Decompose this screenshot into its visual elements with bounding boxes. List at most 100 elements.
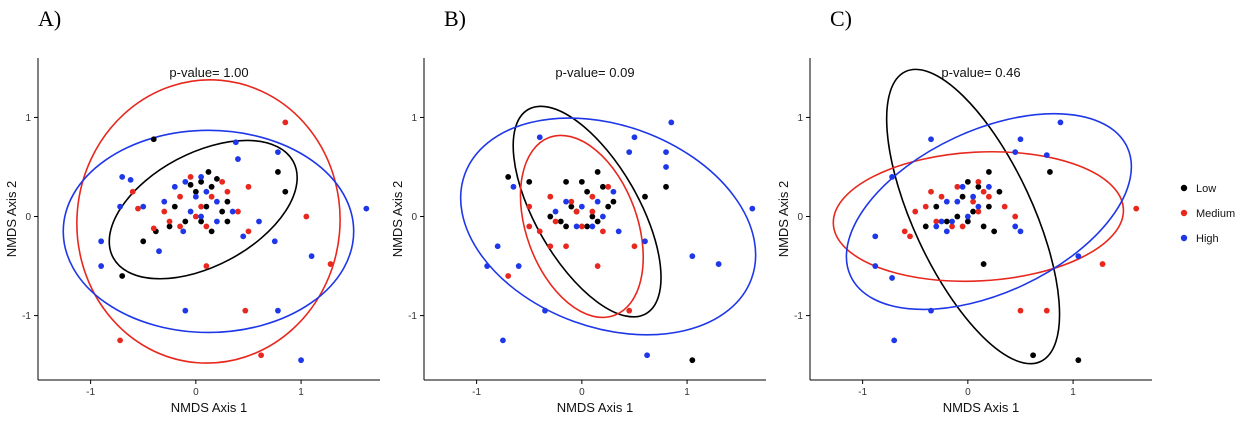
point-medium: [166, 218, 173, 225]
point-high: [1012, 149, 1019, 156]
legend-label-medium: Medium: [1196, 208, 1235, 220]
point-medium: [970, 198, 977, 205]
x-axis-label: NMDS Axis 1: [557, 400, 634, 415]
point-high: [229, 208, 236, 215]
panel-1: A) p-value= 1.00 -1 0 1 -1 0 1 NMDS Axis 1 NMDS A…: [4, 6, 380, 415]
point-high: [933, 223, 940, 230]
point-low: [985, 203, 992, 210]
y-tick-label: 0: [411, 212, 417, 223]
point-low: [1047, 169, 1053, 175]
point-high: [275, 307, 281, 314]
point-medium: [129, 188, 136, 195]
point-high: [949, 218, 955, 225]
point-high: [631, 134, 638, 141]
point-medium: [547, 193, 554, 200]
point-high: [689, 253, 696, 260]
point-high: [563, 198, 569, 205]
point-low: [943, 218, 950, 225]
point-high: [615, 228, 622, 235]
point-medium: [954, 183, 961, 190]
point-medium: [505, 273, 512, 279]
point-high: [240, 233, 247, 240]
point-high: [663, 164, 669, 170]
point-medium: [536, 228, 543, 235]
point-low: [119, 273, 126, 279]
point-high: [626, 149, 633, 156]
point-medium: [150, 225, 157, 232]
point-high: [536, 134, 543, 141]
point-low: [166, 223, 173, 230]
point-high: [599, 213, 606, 220]
panel-title: p-value= 1.00: [169, 65, 248, 80]
point-low: [205, 169, 212, 175]
point-high: [198, 213, 205, 220]
x-tick-label: 1: [298, 387, 304, 398]
point-medium: [135, 205, 141, 212]
point-low: [980, 223, 987, 230]
y-axis-label: NMDS Axis 2: [776, 181, 791, 258]
point-medium: [933, 218, 940, 225]
point-low: [964, 218, 971, 225]
x-tick-label: 0: [193, 387, 199, 398]
y-tick-label: 1: [25, 113, 31, 124]
point-high: [985, 183, 992, 190]
point-high: [975, 203, 982, 210]
point-low: [275, 169, 281, 175]
point-medium: [985, 193, 992, 200]
x-axis-label: NMDS Axis 1: [171, 400, 248, 415]
ellipse-low: [885, 68, 1061, 365]
panel-2: B) p-value= 0.09 -1 0 1 -1 0 1 NMDS Axis 1 NMDS A…: [390, 6, 766, 415]
point-high: [959, 183, 966, 190]
point-high: [515, 263, 522, 269]
point-medium: [224, 188, 231, 195]
point-medium: [1001, 203, 1008, 210]
point-high: [500, 337, 506, 344]
point-high: [663, 149, 669, 156]
point-high: [943, 228, 950, 235]
point-high: [192, 193, 199, 200]
point-low: [203, 203, 210, 210]
point-medium: [117, 337, 123, 344]
point-low: [171, 203, 178, 210]
point-high: [1012, 223, 1019, 230]
point-low: [964, 178, 971, 185]
point-medium: [208, 193, 215, 200]
point-low: [985, 169, 992, 175]
point-low: [594, 169, 601, 175]
legend-key-high: [1180, 234, 1188, 242]
point-low: [970, 208, 977, 215]
point-low: [689, 357, 696, 364]
point-high: [271, 238, 278, 245]
point-low: [996, 188, 1003, 195]
legend-label-low: Low: [1196, 183, 1216, 195]
y-tick-label: -1: [408, 311, 417, 322]
point-low: [505, 173, 512, 180]
point-low: [208, 228, 215, 235]
point-medium: [975, 178, 982, 185]
point-medium: [1012, 213, 1019, 220]
point-medium: [928, 188, 934, 195]
point-medium: [1133, 205, 1140, 212]
point-medium: [907, 233, 913, 240]
point-medium: [258, 352, 264, 359]
point-high: [938, 218, 945, 225]
point-medium: [242, 307, 249, 314]
point-low: [933, 203, 940, 210]
point-low: [578, 178, 585, 185]
point-low: [526, 178, 533, 185]
point-high: [964, 213, 971, 220]
point-high: [203, 188, 210, 195]
legend: Low Medium High: [1180, 183, 1235, 245]
point-high: [1043, 152, 1050, 158]
y-tick-label: -1: [794, 311, 803, 322]
point-low: [140, 238, 147, 245]
point-high: [510, 183, 517, 190]
point-medium: [949, 223, 955, 230]
ellipse-medium: [519, 134, 645, 319]
point-medium: [599, 228, 606, 235]
point-medium: [959, 223, 966, 230]
point-medium: [901, 228, 908, 235]
point-low: [610, 198, 617, 205]
point-high: [140, 203, 147, 210]
point-low: [198, 178, 205, 185]
